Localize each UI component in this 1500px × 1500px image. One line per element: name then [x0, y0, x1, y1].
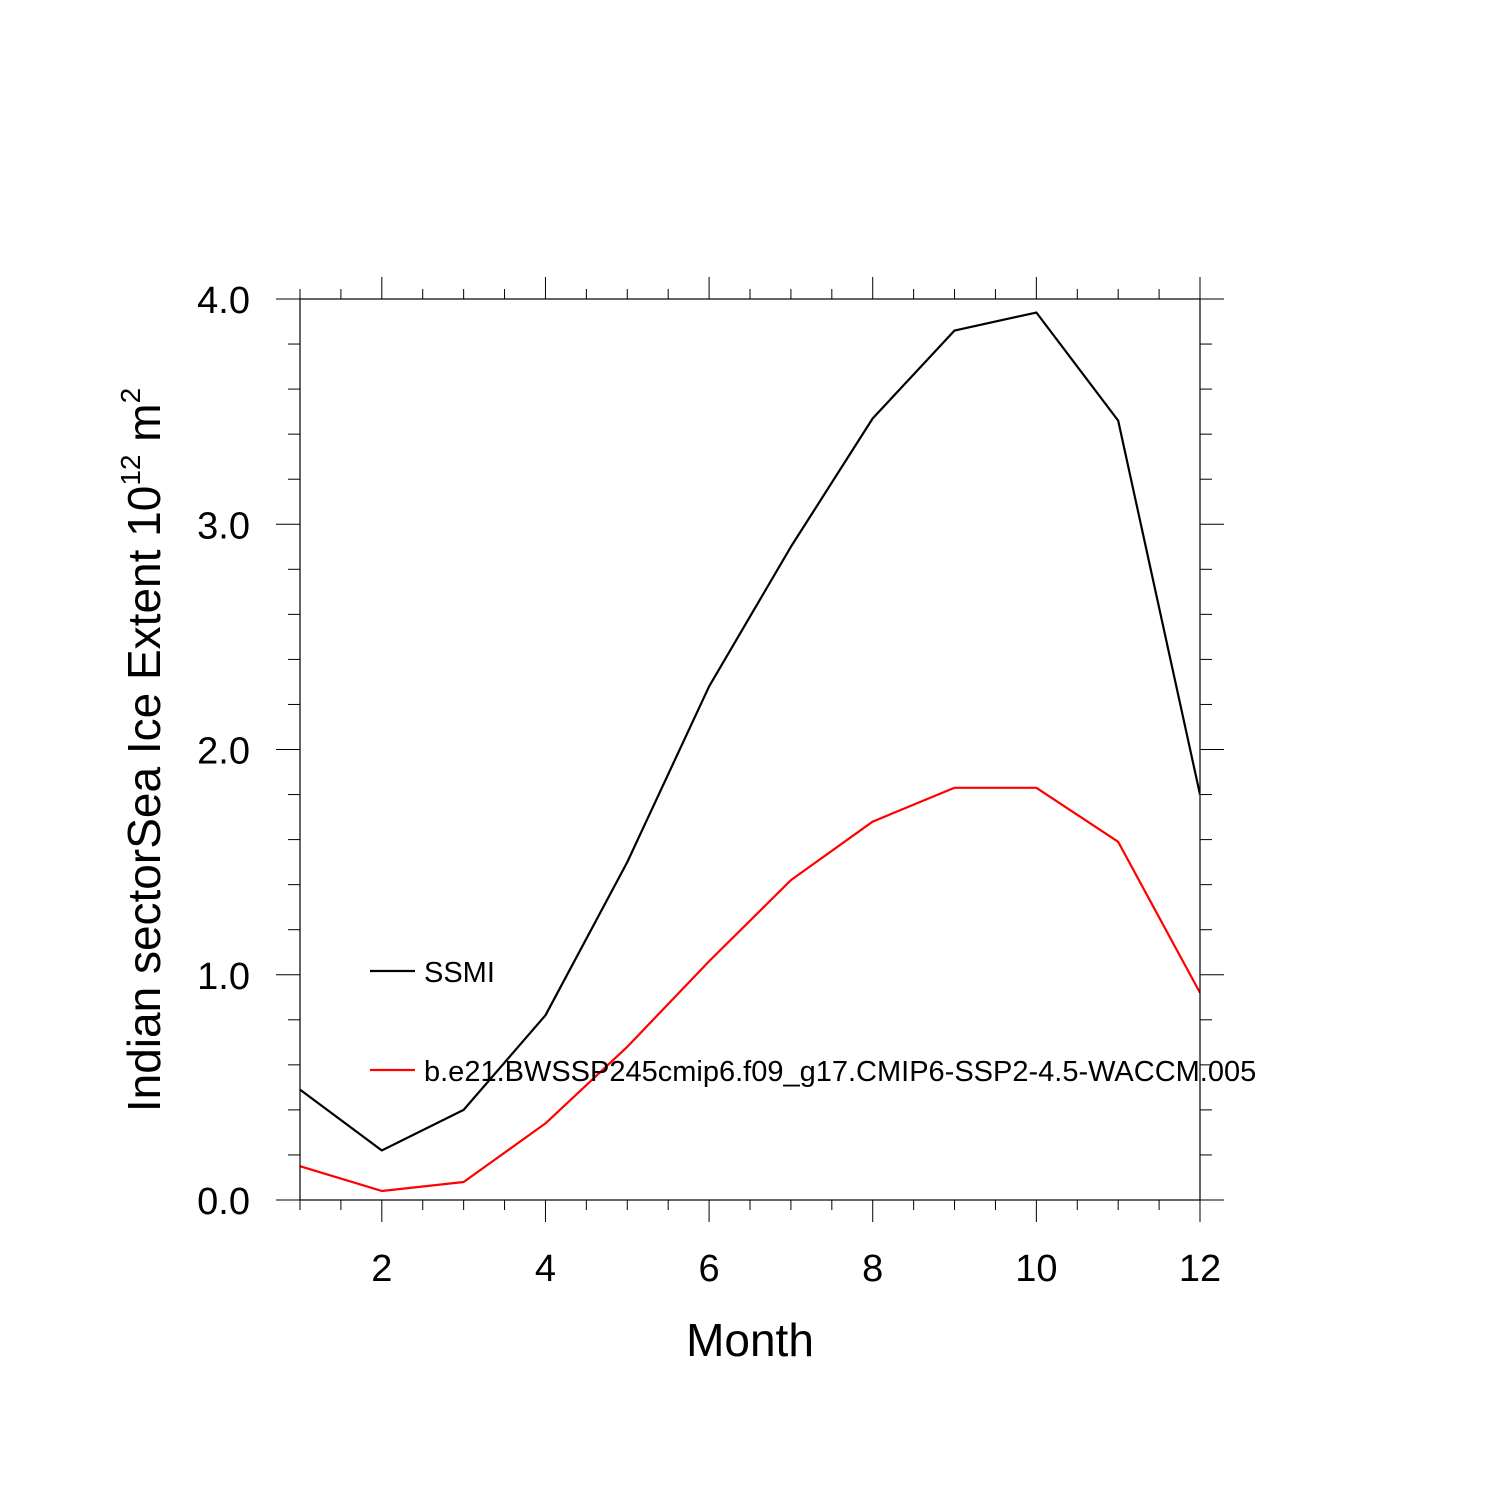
y-tick-label: 1.0	[197, 956, 250, 998]
tick-labels: 2 4 6 8 10 12 0.0 1.0 2.0 3.0 4.0	[197, 280, 1221, 1290]
y-tick-label: 3.0	[197, 505, 250, 547]
x-tick-label: 2	[371, 1248, 392, 1290]
y-axis-label-text: Indian sectorSea Ice Extent 10	[118, 486, 170, 1113]
y-tick-label: 4.0	[197, 280, 250, 322]
series-layer	[300, 311, 1200, 1193]
legend-label: b.e21.BWSSP245cmip6.f09_g17.CMIP6-SSP2-4…	[424, 1056, 1256, 1088]
legend: SSMI b.e21.BWSSP245cmip6.f09_g17.CMIP6-SS…	[370, 957, 1256, 1088]
series-line-2	[300, 786, 1200, 1193]
x-tick-label: 4	[535, 1248, 556, 1290]
tick-marks	[276, 277, 1224, 1222]
y-tick-label: 2.0	[197, 731, 250, 773]
x-tick-label: 10	[1015, 1248, 1057, 1290]
series-line-1	[300, 311, 1200, 1152]
y-axis-label-unit: m	[118, 403, 170, 454]
legend-label: SSMI	[424, 957, 495, 989]
x-tick-label: 8	[862, 1248, 883, 1290]
y-axis-label-exponent: 12	[115, 455, 146, 486]
x-axis-label: Month	[686, 1314, 814, 1366]
x-tick-label: 12	[1179, 1248, 1221, 1290]
x-tick-label: 6	[699, 1248, 720, 1290]
plot-frame	[299, 298, 1201, 1201]
y-axis-label: Indian sectorSea Ice Extent 1012 m2	[115, 388, 170, 1112]
y-axis-label-unit-exponent: 2	[115, 388, 146, 404]
y-tick-label: 0.0	[197, 1181, 250, 1223]
